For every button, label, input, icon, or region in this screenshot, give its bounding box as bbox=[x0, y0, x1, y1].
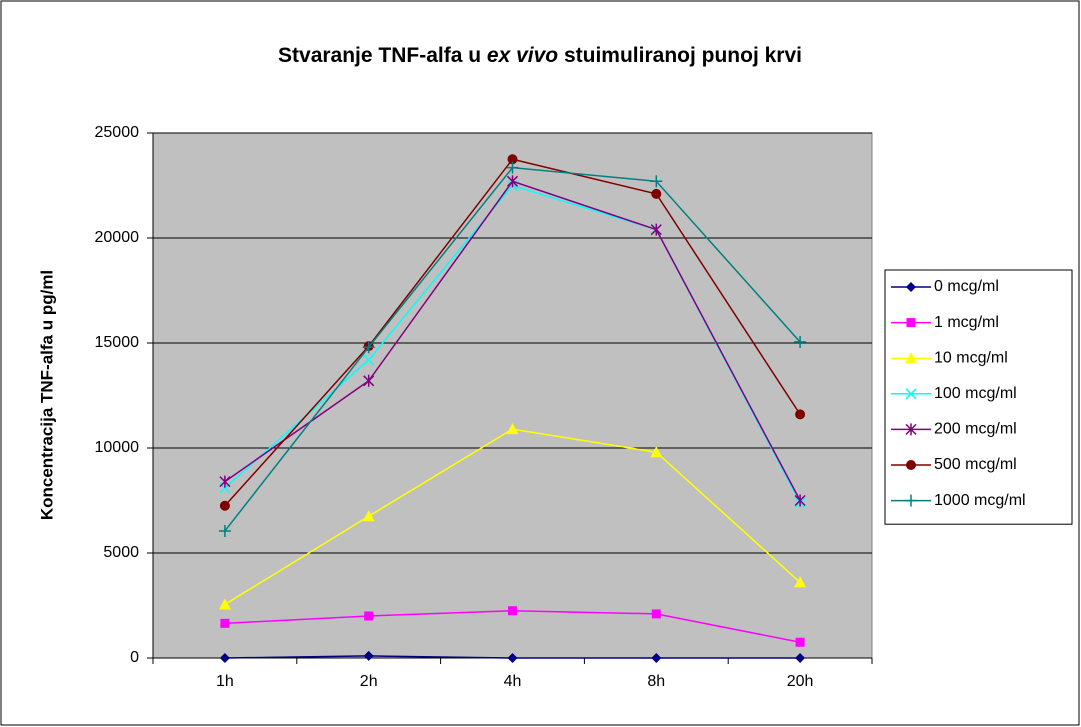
x-tick-label: 1h bbox=[216, 673, 234, 690]
legend-marker bbox=[905, 352, 917, 364]
legend-marker bbox=[905, 494, 917, 507]
data-point bbox=[363, 374, 375, 387]
data-point bbox=[364, 611, 374, 621]
data-point bbox=[218, 524, 231, 537]
legend-marker bbox=[906, 282, 916, 292]
legend-label: 1000 mcg/ml bbox=[934, 492, 1026, 509]
y-tick-label: 15000 bbox=[95, 334, 140, 351]
legend-label: 0 mcg/ml bbox=[934, 278, 999, 295]
data-point bbox=[794, 494, 806, 507]
data-point bbox=[219, 653, 230, 663]
legend-label: 10 mcg/ml bbox=[934, 349, 1008, 366]
y-tick-label: 10000 bbox=[95, 439, 140, 456]
legend-box bbox=[884, 269, 1073, 525]
data-point bbox=[651, 188, 662, 199]
y-axis-label: Koncentracija TNF-alfa u pg/ml bbox=[37, 270, 56, 520]
data-point bbox=[651, 609, 661, 619]
legend-label: 500 mcg/ml bbox=[934, 456, 1017, 473]
data-point bbox=[650, 223, 662, 236]
data-point bbox=[218, 598, 231, 610]
data-point bbox=[650, 446, 663, 458]
data-point bbox=[650, 175, 663, 188]
x-tick-label: 2h bbox=[360, 673, 378, 690]
legend-marker bbox=[905, 423, 917, 436]
y-tick-label: 5000 bbox=[103, 544, 139, 561]
x-tick-label: 20h bbox=[787, 673, 814, 690]
data-point bbox=[506, 161, 519, 174]
data-point bbox=[219, 500, 230, 511]
data-point bbox=[794, 576, 807, 588]
data-point bbox=[795, 637, 805, 647]
legend-label: 200 mcg/ml bbox=[934, 421, 1017, 438]
data-point bbox=[506, 175, 519, 188]
data-point bbox=[507, 154, 518, 165]
y-tick-label: 20000 bbox=[95, 229, 140, 246]
data-point bbox=[506, 423, 519, 435]
data-point bbox=[220, 618, 230, 628]
data-point bbox=[362, 510, 375, 522]
legend-marker bbox=[906, 460, 916, 470]
data-point bbox=[794, 335, 807, 348]
legend-label: 100 mcg/ml bbox=[934, 385, 1017, 402]
data-point bbox=[219, 475, 231, 488]
data-point bbox=[362, 341, 375, 354]
data-point bbox=[795, 653, 806, 663]
y-tick-label: 0 bbox=[130, 649, 139, 666]
data-point bbox=[363, 650, 374, 661]
x-tick-label: 4h bbox=[504, 673, 522, 690]
legend-marker bbox=[906, 318, 916, 328]
data-point bbox=[363, 354, 375, 366]
plot-area bbox=[152, 132, 873, 659]
chart-title: Stvaranje TNF-alfa u ex vivo stuimuliran… bbox=[278, 44, 802, 67]
data-point bbox=[507, 653, 518, 663]
data-point bbox=[651, 653, 662, 663]
y-tick-label: 25000 bbox=[95, 124, 140, 141]
data-point bbox=[508, 606, 517, 616]
x-tick-label: 8h bbox=[647, 673, 665, 690]
data-point bbox=[795, 409, 806, 420]
legend-label: 1 mcg/ml bbox=[934, 314, 999, 331]
legend-marker bbox=[905, 388, 917, 400]
